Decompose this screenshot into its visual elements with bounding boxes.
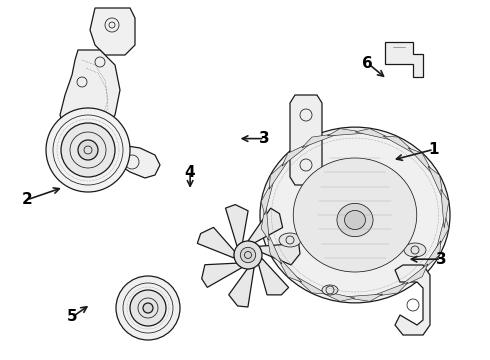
Polygon shape xyxy=(259,258,289,295)
Text: 5: 5 xyxy=(67,309,78,324)
Polygon shape xyxy=(202,263,242,287)
Polygon shape xyxy=(274,253,302,282)
Circle shape xyxy=(143,303,153,313)
Polygon shape xyxy=(291,274,327,294)
Polygon shape xyxy=(90,8,135,55)
Polygon shape xyxy=(396,264,428,289)
Ellipse shape xyxy=(260,127,450,303)
Polygon shape xyxy=(282,141,314,166)
Polygon shape xyxy=(60,50,120,140)
Circle shape xyxy=(234,241,262,269)
Polygon shape xyxy=(341,294,383,301)
Text: 6: 6 xyxy=(362,55,373,71)
Polygon shape xyxy=(261,177,274,215)
Ellipse shape xyxy=(279,233,301,247)
Circle shape xyxy=(130,290,166,326)
Ellipse shape xyxy=(337,203,373,237)
Polygon shape xyxy=(248,208,283,243)
Text: 1: 1 xyxy=(428,142,439,157)
Polygon shape xyxy=(419,241,441,274)
Circle shape xyxy=(116,276,180,340)
Polygon shape xyxy=(385,42,423,77)
Polygon shape xyxy=(428,166,444,202)
Circle shape xyxy=(46,108,130,192)
Polygon shape xyxy=(68,140,160,178)
Polygon shape xyxy=(327,129,369,136)
Polygon shape xyxy=(302,133,341,148)
Ellipse shape xyxy=(322,285,338,295)
Text: 2: 2 xyxy=(22,192,32,207)
Polygon shape xyxy=(408,148,436,177)
Polygon shape xyxy=(229,267,254,307)
Polygon shape xyxy=(290,95,322,185)
Circle shape xyxy=(240,247,256,263)
Polygon shape xyxy=(355,129,396,141)
Circle shape xyxy=(61,123,115,177)
Ellipse shape xyxy=(404,243,426,257)
Polygon shape xyxy=(266,228,282,264)
Ellipse shape xyxy=(344,211,366,230)
Polygon shape xyxy=(197,228,235,258)
Polygon shape xyxy=(395,265,430,335)
Polygon shape xyxy=(225,204,248,246)
Ellipse shape xyxy=(293,158,417,272)
Polygon shape xyxy=(436,215,449,253)
Polygon shape xyxy=(314,289,355,301)
Text: 3: 3 xyxy=(259,131,270,146)
Polygon shape xyxy=(441,189,449,228)
Circle shape xyxy=(78,140,98,160)
Text: 3: 3 xyxy=(436,252,446,267)
Text: 4: 4 xyxy=(185,165,196,180)
Polygon shape xyxy=(369,282,408,297)
Polygon shape xyxy=(261,202,269,241)
Polygon shape xyxy=(383,136,419,156)
Polygon shape xyxy=(259,243,300,265)
Polygon shape xyxy=(269,156,291,189)
